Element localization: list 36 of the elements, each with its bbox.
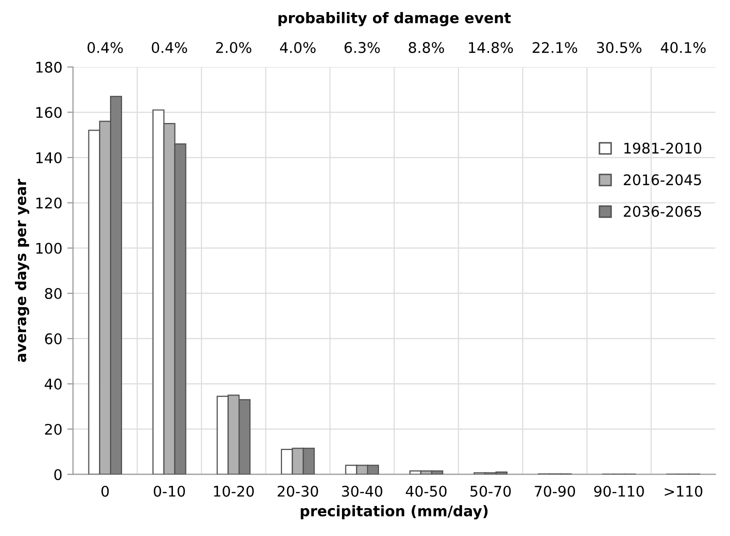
text: 22.1% (532, 42, 578, 54)
text: 30.5% (596, 42, 642, 54)
y-tick-label: 80 (45, 288, 62, 300)
x-tick-label: 30-40 (342, 486, 382, 497)
y-axis-title: average days per year (14, 178, 30, 362)
x-tick-label: 40-50 (406, 486, 447, 497)
y-tick-label: 180 (36, 62, 62, 73)
legend-label: 1981-2010 (624, 142, 702, 154)
text: 14.8% (469, 42, 513, 54)
x-axis-title: precipitation (mm/day) (300, 505, 488, 520)
x-tick-label: 90-110 (594, 486, 644, 497)
y-tick-label: 60 (45, 333, 62, 344)
text: 8.8% (408, 42, 444, 54)
y-tick-label: 20 (45, 424, 62, 435)
x-tick-label: 20-30 (278, 486, 318, 497)
text: 40.1% (660, 42, 706, 54)
legend-label: 2036-2065 (624, 206, 701, 217)
y-tick-label: 0 (54, 469, 62, 480)
x2-axis-title: probability of damage event (278, 12, 511, 26)
legend-label: 2016-2045 (624, 174, 701, 186)
x-tick-label: 10-20 (214, 486, 254, 497)
y-tick-label: 40 (44, 378, 62, 390)
x-tick-label: 50-70 (470, 486, 511, 497)
x-tick-label: 0-10 (154, 486, 185, 497)
text: 2.0% (216, 42, 252, 54)
x-tick-label: >110 (664, 486, 702, 497)
text: 0.4% (152, 42, 188, 54)
text: 0.4% (88, 42, 123, 54)
text: 6.3% (344, 42, 380, 54)
y-tick-label: 100 (36, 242, 62, 254)
y-tick-label: 160 (36, 106, 62, 118)
x-tick-label: 70-90 (534, 486, 576, 497)
y-tick-label: 120 (36, 198, 62, 209)
y-tick-label: 140 (36, 152, 62, 164)
x-tick-label: 0 (101, 486, 109, 497)
text: 4.0% (280, 42, 316, 54)
